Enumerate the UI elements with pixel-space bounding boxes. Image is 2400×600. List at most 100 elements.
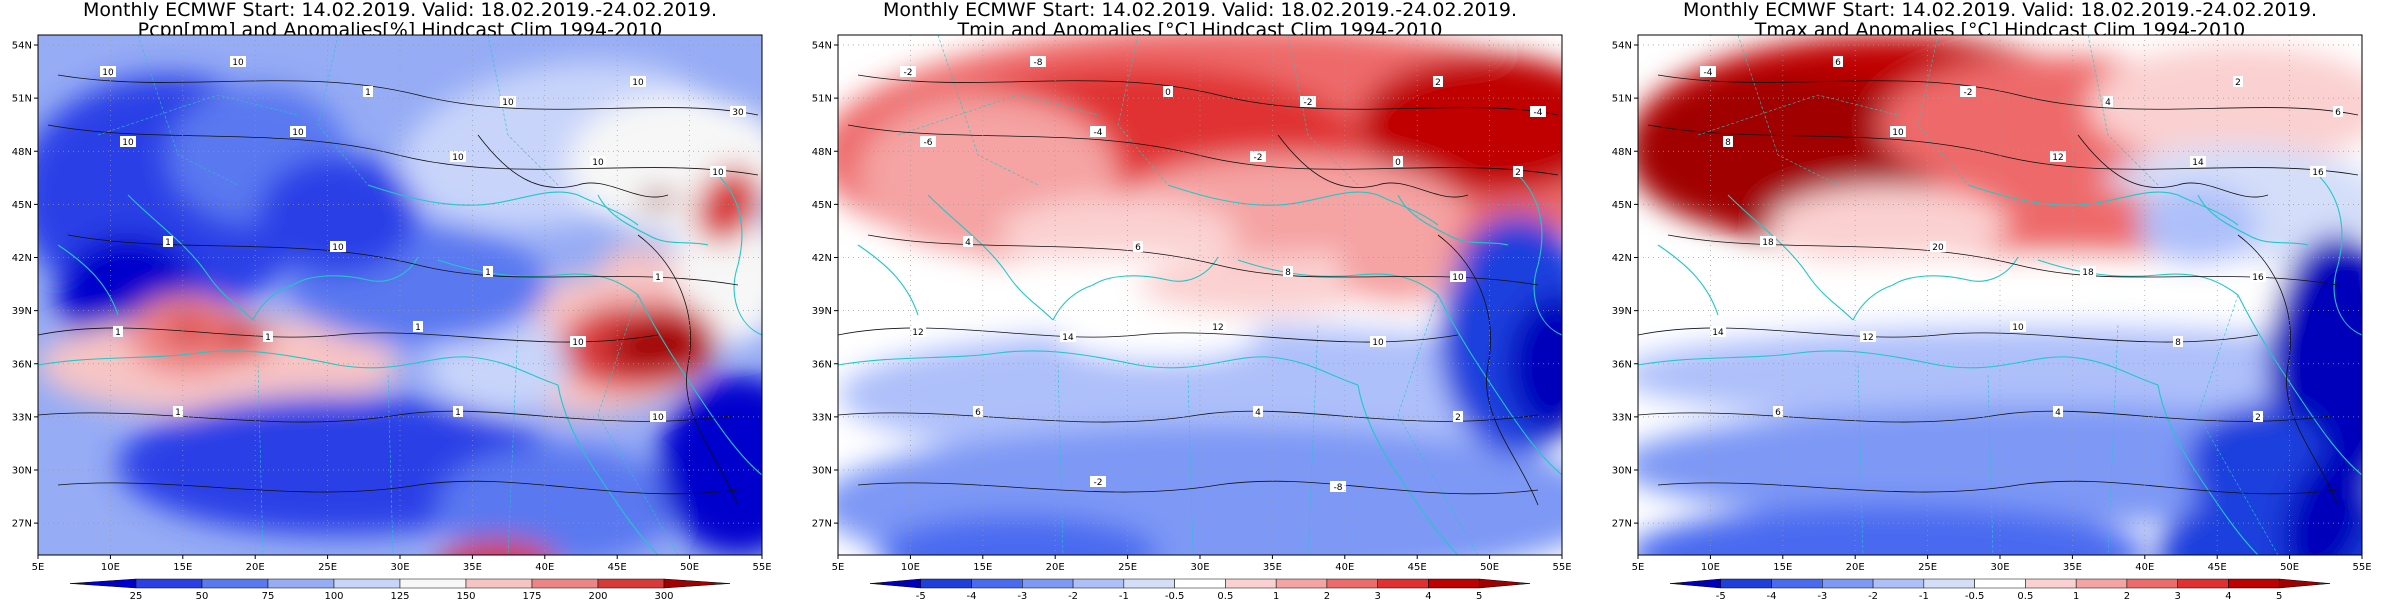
contour-label-bg [1760, 236, 1776, 247]
lat-tick-label: 27N [12, 519, 32, 530]
contour-line [1657, 480, 2339, 495]
border-line [97, 94, 299, 136]
colorbar-label: 300 [654, 591, 673, 600]
anomaly-area [608, 319, 708, 371]
coastline [1052, 256, 1219, 321]
colorbar-swatch [1720, 578, 1772, 589]
border-line [507, 324, 519, 555]
colorbar-label: -4 [1767, 591, 1777, 600]
colorbar-label: 50 [196, 591, 209, 600]
colorbar-swatch [135, 578, 203, 589]
contour-label-bg [1060, 331, 1076, 342]
lon-tick-label: 10E [1701, 562, 1720, 573]
contour-label-bg [1210, 321, 1226, 332]
coastline [1517, 174, 1562, 336]
colorbar-label: 125 [390, 591, 409, 600]
border-line [487, 35, 559, 186]
colorbar-label: -2 [1868, 591, 1878, 600]
panel-tmax: Monthly ECMWF Start: 14.02.2019. Valid: … [1600, 0, 2400, 600]
contour-line [2077, 134, 2269, 198]
coastline [1397, 194, 1509, 246]
contour-line [57, 74, 759, 116]
contour-line [38, 327, 659, 343]
coastline [2157, 384, 2259, 555]
colorbar-swatch [1669, 578, 1722, 589]
contour-label-bg [453, 406, 463, 417]
colorbar-swatch [1872, 578, 1925, 589]
contour-label-bg [973, 406, 983, 417]
contour-label: 10 [712, 168, 724, 178]
contour-label: 4 [965, 238, 971, 248]
coastline [857, 244, 919, 316]
contour-label-bg [2010, 321, 2026, 332]
coastline [927, 194, 1054, 321]
contour-label-bg [1773, 406, 1783, 417]
contour-label-bg [1090, 126, 1106, 137]
colorbar-swatch [1326, 578, 1378, 589]
contour-label: 1 [415, 323, 421, 333]
colorbar-label: 1 [2073, 591, 2079, 600]
lat-tick-label: 51N [812, 94, 832, 105]
contour-label-bg [653, 271, 663, 282]
colorbar-swatch [267, 578, 335, 589]
border-line [1737, 35, 1839, 186]
contour-line [1277, 134, 1469, 198]
lat-tick-label: 30N [812, 466, 832, 477]
contour-label-bg [2310, 166, 2326, 177]
contour-label: 8 [1285, 268, 1291, 278]
lat-tick-label: 30N [12, 466, 32, 477]
coastline [1727, 194, 1854, 321]
longitude-labels: 5E 10E 15E 20E 25E 30E 35E 40E 45E 50E 55E [32, 555, 772, 573]
anomaly-area [443, 540, 553, 555]
contour-label: 1 [365, 88, 371, 98]
lat-tick-label: 39N [1612, 306, 1632, 317]
lon-tick-label: 10E [901, 562, 920, 573]
contour-label: 1 [115, 328, 121, 338]
contour-line [847, 124, 1559, 176]
contour-label-bg [2050, 151, 2066, 162]
contour-label: 14 [2192, 158, 2204, 168]
contour-label-bg [120, 136, 136, 147]
lon-tick-label: 5E [1632, 562, 1645, 573]
colorbar-label: -3 [1017, 591, 1027, 600]
contour-label: 10 [122, 138, 134, 148]
lat-tick-label: 45N [12, 200, 32, 211]
border-line [597, 294, 679, 555]
anomaly-area [878, 515, 1158, 555]
lon-tick-label: 25E [1118, 562, 1137, 573]
anomaly-area [215, 322, 271, 358]
graticule [1638, 35, 2362, 555]
border-line [1187, 374, 1194, 555]
coastline [2197, 194, 2309, 246]
contour-label-bg [263, 331, 273, 342]
lat-tick-label: 54N [812, 41, 832, 52]
colorbar-label: 4 [2225, 591, 2231, 600]
coastline [127, 194, 254, 321]
lat-tick-label: 54N [1612, 41, 1632, 52]
contour-label-bg [113, 326, 123, 337]
lon-tick-label: 25E [1918, 562, 1937, 573]
contour-label: 10 [652, 413, 664, 423]
contour-line [57, 480, 739, 495]
contour-label: -4 [1094, 128, 1103, 138]
lon-tick-label: 45E [608, 562, 627, 573]
contour-line [1437, 234, 1539, 506]
contour-label: -2 [1254, 153, 1263, 163]
lon-tick-label: 50E [1480, 562, 1499, 573]
climatology-contours [38, 74, 759, 506]
coastline [1167, 184, 1439, 226]
colorbar-swatch [333, 578, 401, 589]
lon-tick-label: 35E [1263, 562, 1282, 573]
lon-tick-label: 45E [2208, 562, 2227, 573]
colorbar-swatch [1923, 578, 1975, 589]
contour-label: 20 [1932, 243, 1944, 253]
colorbar-label: 2 [1324, 591, 1330, 600]
colorbar-swatch [531, 578, 599, 589]
latitude-labels: 54N 51N 48N 45N 42N 39N 36N 33N 30N 27N [1612, 41, 1638, 530]
contour-label: -8 [1034, 58, 1043, 68]
contour-label: 1 [655, 273, 661, 283]
contour-label-bg [1453, 411, 1463, 422]
colorbar-label: 100 [324, 591, 343, 600]
anomaly-area [1768, 185, 2008, 265]
contour-label-bg [1283, 266, 1293, 277]
